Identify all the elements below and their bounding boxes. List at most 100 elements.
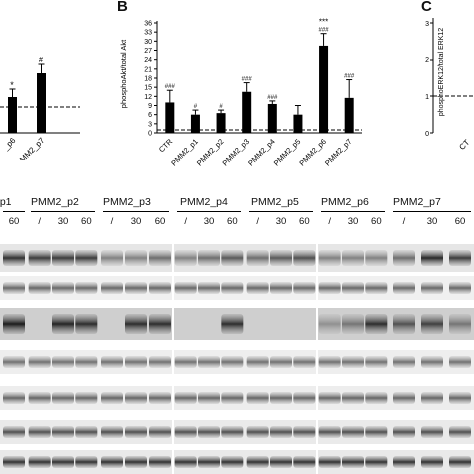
blot-band [174,426,197,438]
blot-lane-label: 30 [426,216,438,227]
blot-band [365,392,388,404]
panel-b-chart: phosphoAkt/total Akt 0369121518212427303… [119,18,362,168]
blot-band [101,250,123,266]
blot-lane-label: 30 [203,216,215,227]
blot-lane-label: 30 [275,216,287,227]
b-bar [165,102,175,133]
blot-group-header: PMM2_p5 [251,196,299,208]
blot-lane-label: 60 [81,216,92,227]
blot-band [342,426,364,438]
blot-group-header: PMM2_p7 [393,196,441,208]
c-tick-1: 1 [425,94,429,101]
blot-image [0,244,474,474]
b-tick-label: 3 [148,121,152,128]
b-category-label: PMM2_p5 [272,137,303,168]
blot-band [28,392,51,404]
b-bar [344,97,354,133]
b-bar [190,114,200,133]
blot-band [52,392,74,404]
western-blot-panel: _p160PMM2_p2/3060PMM2_p3/3060PMM2_p4/306… [0,196,474,474]
b-sig-label: ### [165,84,176,90]
blot-band [3,356,25,368]
b-category-label: CTR [157,137,175,155]
panel-c-letter: C [421,0,432,15]
blot-band [318,356,341,368]
blot-band [75,250,98,266]
blot-band [3,314,25,334]
b-tick-label: 6 [148,112,152,119]
blot-band [221,426,244,438]
blot-group-header: PMM2_p4 [180,196,228,208]
blot-group-underline [321,211,385,212]
blot-band [449,456,471,468]
blot-band [449,426,471,438]
blot-band [101,282,123,294]
b-bar [216,113,226,133]
blot-group-underline [249,211,313,212]
b-category-label: PMM2_p6 [297,137,328,168]
blot-band [75,356,98,368]
b-tick-label: 9 [148,103,152,110]
blot-band [52,282,74,294]
blot-band [246,356,269,368]
b-bar [242,91,252,133]
blot-band [421,392,443,404]
blot-band [221,314,244,334]
blot-band [342,314,364,334]
blot-band [270,392,292,404]
blot-band [174,456,197,468]
panel-b-letter: B [117,0,128,15]
blot-band [342,392,364,404]
b-tick-label: 30 [144,39,152,46]
blot-band [125,426,147,438]
blot-lane-label: / [110,216,114,227]
blot-band [293,282,316,294]
b-bar [267,103,277,133]
blot-group-header: PMM2_p3 [103,196,151,208]
blot-band [393,392,415,404]
blot-group-underline [31,211,95,212]
blot-band [421,250,443,266]
blot-band [52,356,74,368]
blot-band [198,356,220,368]
a-bar-p7 [37,73,46,133]
blot-band [174,392,197,404]
b-tick-label: 0 [148,131,152,138]
b-category-label: PMM2_p3 [221,137,252,168]
blot-band [52,426,74,438]
blot-band [270,426,292,438]
blot-band [246,426,269,438]
blot-band [421,282,443,294]
blot-band [198,282,220,294]
a-sig-p6: * [10,80,14,90]
blot-band [365,314,388,334]
blot-band [149,250,171,266]
blot-band [3,392,25,404]
b-category-label: PMM2_p2 [195,137,226,168]
blot-band [125,392,147,404]
blot-band [318,456,341,468]
blot-band [393,456,415,468]
blot-band [221,456,244,468]
blot-band [421,314,443,334]
blot-group-header: _p1 [0,196,12,208]
blot-band [198,392,220,404]
blot-band [393,356,415,368]
panel-c-partial: phosphoERK12/total ERK12 3 2 1 0 CT [425,18,474,152]
blot-band [342,356,364,368]
b-sig-label: ### [242,77,253,83]
blot-band [101,426,123,438]
blot-lane-label: / [402,216,406,227]
blot-band [3,282,25,294]
blot-lane-label: / [328,216,331,227]
blot-band [342,282,364,294]
blot-band [149,426,171,438]
a-sig-p7: # [39,57,43,64]
blot-band [221,250,244,266]
blot-band [52,314,74,334]
blot-lane-label: 60 [454,216,466,227]
blot-band [3,250,25,266]
blot-band [246,392,269,404]
blot-band [101,456,123,468]
blot-band [449,250,471,266]
